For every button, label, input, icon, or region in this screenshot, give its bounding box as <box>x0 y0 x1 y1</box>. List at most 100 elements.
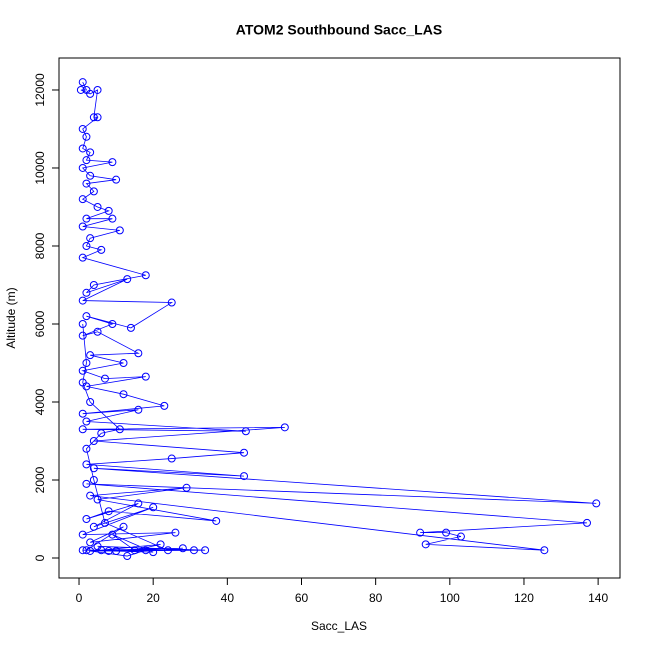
point <box>201 546 210 555</box>
point <box>82 241 91 250</box>
point <box>76 85 85 94</box>
point <box>442 528 451 537</box>
point <box>130 546 139 555</box>
x-tick-label: 100 <box>440 591 460 605</box>
point <box>178 544 187 553</box>
point <box>540 546 549 555</box>
point <box>119 390 128 399</box>
point <box>82 179 91 188</box>
point <box>241 427 250 436</box>
point <box>104 206 113 215</box>
point <box>100 518 109 527</box>
y-tick-label: 4000 <box>33 388 47 415</box>
point <box>93 113 102 122</box>
point <box>149 548 158 557</box>
point <box>112 546 121 555</box>
point <box>156 540 165 549</box>
point <box>280 423 289 432</box>
point <box>78 331 87 340</box>
point <box>89 522 98 531</box>
y-tick-label: 2000 <box>33 466 47 493</box>
series-line <box>80 82 597 557</box>
point <box>78 366 87 375</box>
point <box>212 516 221 525</box>
point <box>108 214 117 223</box>
point <box>456 532 465 541</box>
point <box>78 124 87 133</box>
point <box>82 358 91 367</box>
point <box>167 454 176 463</box>
y-tick-label: 12000 <box>33 73 47 107</box>
point <box>82 444 91 453</box>
point <box>421 540 430 549</box>
point <box>93 495 102 504</box>
x-tick-label: 80 <box>369 591 383 605</box>
point <box>108 530 117 539</box>
point <box>104 507 113 516</box>
point <box>78 163 87 172</box>
point <box>86 234 95 243</box>
point <box>141 271 150 280</box>
y-tick-label: 0 <box>33 554 47 561</box>
y-tick-label: 8000 <box>33 232 47 259</box>
point <box>78 319 87 328</box>
point <box>78 78 87 87</box>
point <box>134 405 143 414</box>
point <box>86 89 95 98</box>
point <box>97 245 106 254</box>
y-tick-label: 10000 <box>33 151 47 185</box>
point <box>112 175 121 184</box>
point <box>93 202 102 211</box>
point <box>86 491 95 500</box>
point <box>97 429 106 438</box>
x-tick-label: 120 <box>514 591 534 605</box>
point <box>78 530 87 539</box>
point <box>86 538 95 547</box>
point <box>115 226 124 235</box>
point <box>240 472 249 481</box>
point <box>82 214 91 223</box>
point <box>78 546 87 555</box>
point <box>82 546 91 555</box>
point <box>78 222 87 231</box>
point <box>89 436 98 445</box>
point <box>86 397 95 406</box>
point <box>100 374 109 383</box>
x-tick-label: 60 <box>295 591 309 605</box>
point <box>160 401 169 410</box>
point <box>89 475 98 484</box>
x-tick-label: 0 <box>76 591 83 605</box>
point <box>119 358 128 367</box>
point <box>134 349 143 358</box>
point <box>82 312 91 321</box>
point <box>89 113 98 122</box>
point <box>108 319 117 328</box>
point <box>82 132 91 141</box>
point <box>86 148 95 157</box>
point <box>78 425 87 434</box>
point <box>108 158 117 167</box>
point <box>89 280 98 289</box>
point <box>78 409 87 418</box>
chart-title: ATOM2 Southbound Sacc_LAS <box>236 22 442 38</box>
point <box>171 528 180 537</box>
point <box>93 327 102 336</box>
point <box>126 323 135 332</box>
point <box>82 514 91 523</box>
point <box>89 464 98 473</box>
point <box>240 448 249 457</box>
point <box>78 378 87 387</box>
point <box>141 372 150 381</box>
y-axis-label: Altitude (m) <box>4 287 18 348</box>
point <box>86 171 95 180</box>
point <box>119 522 128 531</box>
point <box>123 275 132 284</box>
point <box>82 479 91 488</box>
point <box>167 298 176 307</box>
point <box>164 546 173 555</box>
point <box>416 528 425 537</box>
point <box>592 499 601 508</box>
x-tick-label: 20 <box>147 591 161 605</box>
point <box>82 156 91 165</box>
